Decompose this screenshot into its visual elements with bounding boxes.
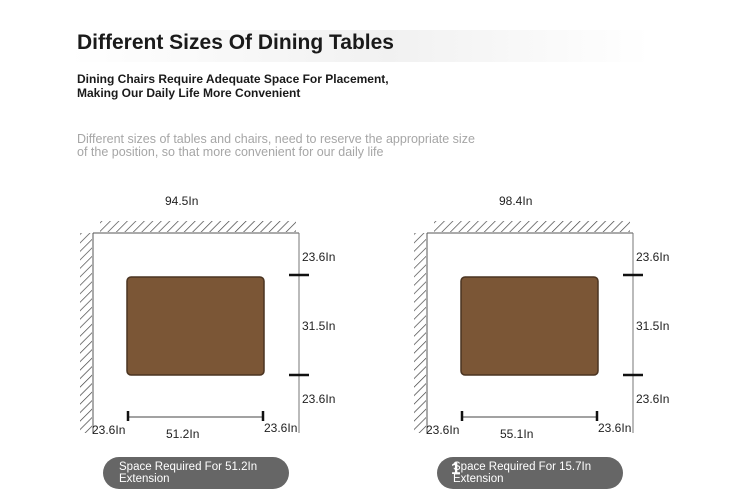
bottom-left-label: 23.6In [92,423,126,437]
pill-line: Extension [453,473,504,485]
right-mid-label: 31.5In [636,319,670,333]
right-top-label: 23.6In [636,250,670,264]
table-diagram-large: 98.4In 23.6In 31.5In 23.6In 23.6In 55.1I… [412,185,702,489]
top-wall-hatch [434,221,630,232]
left-wall-hatch [80,233,92,433]
pill-line: Space Required For 51.2In [119,461,258,473]
pill-badge: 1 [451,459,461,478]
space-required-pill: Space Required For 15.7In Extension 1 [437,457,623,489]
left-wall-hatch [414,233,426,433]
top-width-label: 98.4In [499,194,533,208]
space-required-pill: Space Required For 51.2In Extension [103,457,289,489]
top-wall-hatch [100,221,296,232]
right-top-label: 23.6In [302,250,336,264]
right-bottom-label: 23.6In [636,392,670,406]
dining-table [126,276,265,376]
room-layout-drawing [80,221,309,433]
page-title: Different Sizes Of Dining Tables [77,31,394,54]
right-bottom-label: 23.6In [302,392,336,406]
description-line: Different sizes of tables and chairs, ne… [77,132,475,146]
subtitle-line: Dining Chairs Require Adequate Space For… [77,72,389,86]
bottom-mid-label: 51.2In [166,427,200,441]
pill-line: Extension [119,473,170,485]
room-layout-drawing [414,221,643,433]
bottom-right-label: 23.6In [598,421,632,435]
bottom-right-label: 23.6In [264,421,298,435]
top-width-label: 94.5In [165,194,199,208]
title-highlight [70,30,650,62]
dining-table [460,276,599,376]
pill-line: Space Required For 15.7In [453,461,592,473]
bottom-mid-label: 55.1In [500,427,534,441]
subtitle-line: Making Our Daily Life More Convenient [77,86,301,100]
right-mid-label: 31.5In [302,319,336,333]
bottom-left-label: 23.6In [426,423,460,437]
table-diagram-small: 94.5In 23.6In 31.5In 23.6In 23.6In 51.2I… [78,185,368,489]
subtitle: Dining Chairs Require Adequate Space For… [77,72,389,100]
description: Different sizes of tables and chairs, ne… [77,133,517,159]
description-line: of the position, so that more convenient… [77,145,384,159]
